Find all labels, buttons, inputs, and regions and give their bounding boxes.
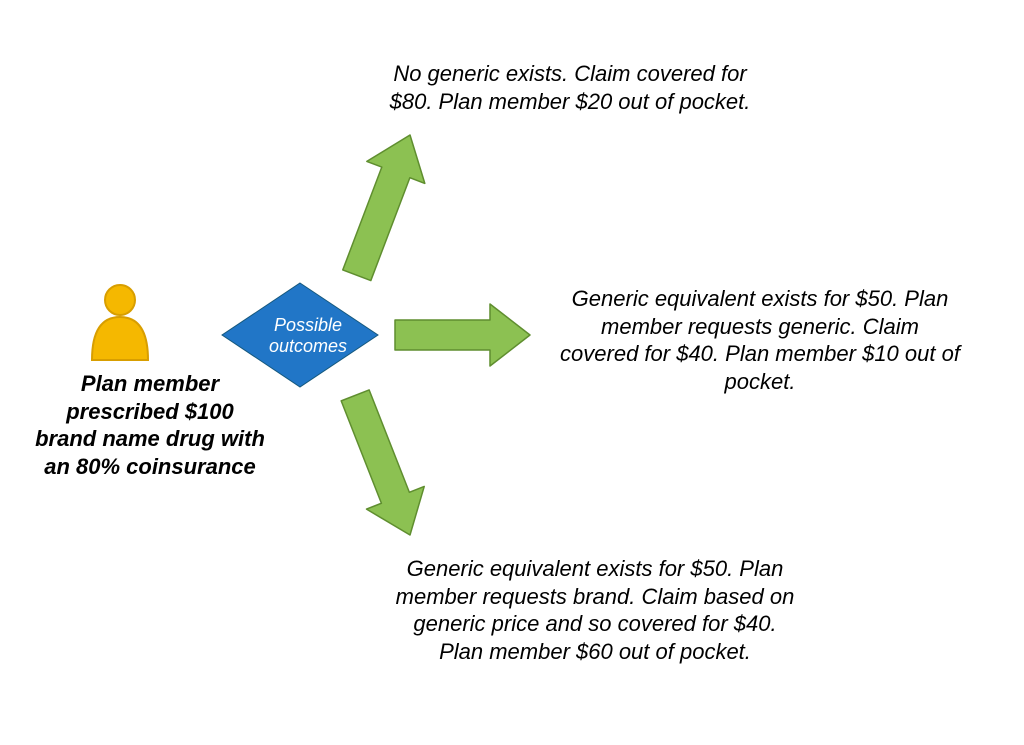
arrow-down <box>341 390 424 535</box>
start-label: Plan member prescribed $100 brand name d… <box>35 370 265 480</box>
arrow-up <box>343 135 425 281</box>
outcome-top: No generic exists. Claim covered for $80… <box>370 60 770 115</box>
diamond-label: Possible outcomes <box>263 315 353 356</box>
person-icon <box>92 285 148 360</box>
outcome-middle: Generic equivalent exists for $50. Plan … <box>560 285 960 395</box>
arrow-right <box>395 304 530 366</box>
outcome-bottom: Generic equivalent exists for $50. Plan … <box>395 555 795 665</box>
